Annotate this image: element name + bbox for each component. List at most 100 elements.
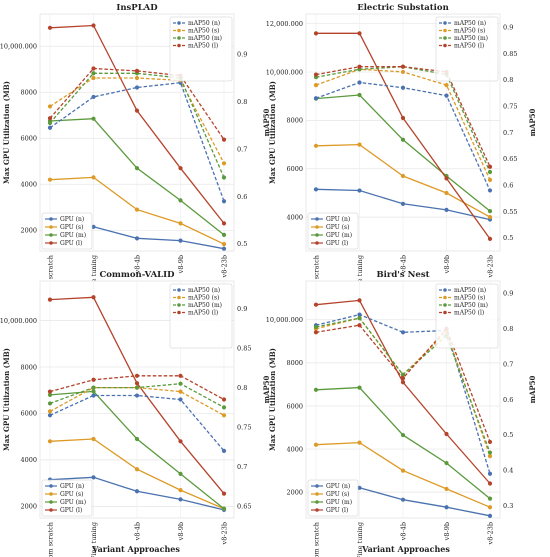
data-point — [134, 68, 140, 73]
y-tick-label-right: 0.8 — [237, 384, 247, 392]
data-point — [313, 96, 319, 101]
data-point — [134, 393, 140, 398]
data-point — [91, 175, 96, 180]
data-point — [134, 166, 140, 171]
legend-label: GPU (s) — [60, 491, 83, 498]
data-point — [91, 377, 96, 382]
legend-map: mAP50 (n)mAP50 (s)mAP50 (m)mAP50 (l) — [169, 16, 233, 82]
data-point — [444, 176, 449, 181]
data-point — [178, 238, 183, 243]
legend-label: GPU (l) — [326, 507, 348, 514]
y-tick-label-right: 0.8 — [237, 98, 247, 106]
data-point — [134, 236, 140, 241]
y-tick-label-right: 0.3 — [503, 502, 513, 510]
y-tick-label-left: 8000 — [20, 89, 37, 97]
series — [313, 80, 493, 193]
data-point — [47, 116, 53, 121]
data-point — [313, 187, 319, 192]
legend-box — [307, 212, 359, 250]
y-tick-label-right: 0.8 — [503, 76, 513, 84]
data-point — [313, 302, 319, 307]
x-tick-label: Fine tuning — [90, 522, 98, 557]
legend-swatch-marker — [177, 28, 181, 33]
data-point — [357, 316, 362, 321]
data-point — [221, 413, 227, 418]
legend-label: mAP50 (m) — [188, 302, 222, 309]
y-tick-label-right: 0.5 — [503, 234, 513, 242]
data-point — [313, 387, 319, 392]
data-point — [178, 389, 183, 394]
x-tick-label: v8-4b — [134, 255, 142, 274]
y-tick-label-right: 0.75 — [237, 423, 251, 431]
legend-swatch-marker — [443, 288, 447, 292]
legend-swatch-marker — [315, 225, 319, 229]
data-point — [91, 224, 96, 229]
legend-swatch-marker — [49, 217, 53, 221]
y-tick-label-left: 6000 — [20, 135, 37, 143]
y-tick-label-right: 0.85 — [503, 50, 517, 58]
y-tick-label-right: 0.85 — [237, 344, 251, 352]
chart-title: InsPLAD — [116, 3, 158, 13]
legend-swatch-marker — [315, 241, 319, 245]
data-point — [91, 94, 96, 100]
data-point — [221, 199, 227, 204]
data-point — [47, 413, 53, 418]
x-tick-label: Fine tuning — [356, 255, 364, 293]
series-line — [315, 66, 491, 173]
y-axis-label-right: mAP50 — [262, 375, 271, 403]
legend-swatch-marker — [443, 310, 447, 315]
data-point — [400, 173, 406, 179]
legend-label: GPU (n) — [326, 216, 350, 223]
data-point — [221, 175, 227, 180]
data-point — [134, 489, 140, 494]
data-point — [487, 505, 493, 510]
chart-title: Bird's Nest — [376, 270, 429, 280]
data-point — [357, 323, 362, 328]
data-point — [221, 241, 227, 247]
series — [313, 385, 493, 501]
data-point — [400, 432, 406, 438]
data-point — [47, 177, 53, 182]
panel-birds-nest: 2000 4000 6000 8000 10,000.000 0.3 0.4 0.5 0.6 0.… — [266, 270, 537, 557]
series — [47, 295, 227, 496]
y-tick-label-right: 0.7 — [503, 129, 513, 137]
legend-box — [41, 479, 93, 517]
data-point — [134, 108, 140, 113]
data-point — [134, 467, 140, 472]
legend-label: mAP50 (s) — [454, 28, 485, 35]
legend-map: mAP50 (n)mAP50 (s)mAP50 (m)mAP50 (l) — [435, 16, 499, 82]
legend-swatch-marker — [443, 36, 447, 40]
data-point — [47, 392, 53, 397]
data-point — [221, 221, 227, 226]
data-point — [178, 439, 183, 444]
legend-gpu: GPU (n)GPU (s)GPU (m)GPU (l) — [307, 479, 359, 517]
legend-label: mAP50 (n) — [188, 287, 220, 294]
legend-label: GPU (n) — [326, 483, 350, 490]
series-line — [49, 81, 225, 202]
series — [313, 440, 493, 510]
y-tick-label-right: 0.6 — [503, 181, 513, 189]
legend-swatch-marker — [443, 21, 447, 25]
data-point — [221, 232, 227, 237]
x-tick-label: From scratch — [47, 522, 55, 557]
legend-swatch-marker — [177, 36, 181, 40]
y-tick-label-right: 0.55 — [503, 208, 517, 216]
data-point — [400, 468, 406, 473]
data-point — [400, 376, 406, 381]
legend-swatch-marker — [177, 295, 181, 300]
y-axis-label-left: Max GPU Utilization (MB) — [2, 81, 11, 184]
legend-gpu: GPU (n)GPU (s)GPU (m)GPU (l) — [41, 479, 93, 517]
data-point — [221, 448, 227, 453]
data-point — [47, 125, 53, 130]
data-point — [487, 453, 493, 459]
x-tick-label: v8-9b — [443, 255, 451, 274]
data-point — [357, 31, 362, 36]
series-line — [93, 226, 225, 250]
legend-swatch-marker — [443, 43, 447, 48]
data-point — [400, 115, 406, 121]
legend-swatch-marker — [49, 492, 53, 496]
data-point — [134, 381, 140, 386]
data-point — [400, 330, 406, 335]
y-axis-label-left: Max GPU Utilization (MB) — [268, 81, 277, 184]
legend-swatch-marker — [315, 500, 319, 504]
